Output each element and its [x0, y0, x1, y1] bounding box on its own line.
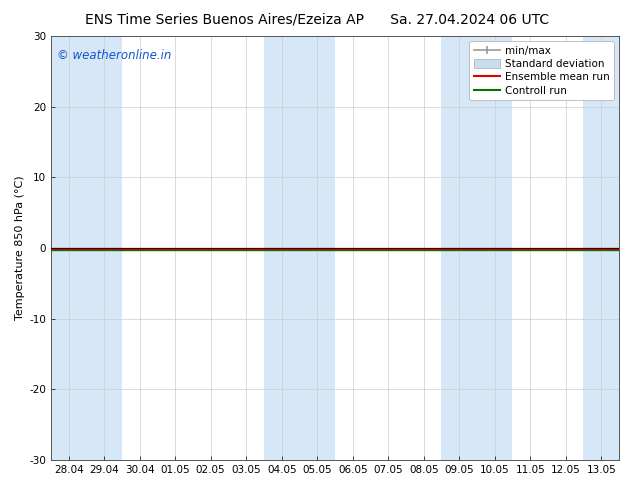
Legend: min/max, Standard deviation, Ensemble mean run, Controll run: min/max, Standard deviation, Ensemble me… [469, 41, 614, 100]
Y-axis label: Temperature 850 hPa (°C): Temperature 850 hPa (°C) [15, 176, 25, 320]
Bar [51, 36, 86, 460]
Text: ENS Time Series Buenos Aires/Ezeiza AP      Sa. 27.04.2024 06 UTC: ENS Time Series Buenos Aires/Ezeiza AP S… [85, 12, 549, 26]
Bar [441, 36, 477, 460]
Bar [477, 36, 512, 460]
Bar [264, 36, 299, 460]
Bar [299, 36, 335, 460]
Text: © weatheronline.in: © weatheronline.in [56, 49, 171, 62]
Bar [86, 36, 122, 460]
Bar [583, 36, 619, 460]
